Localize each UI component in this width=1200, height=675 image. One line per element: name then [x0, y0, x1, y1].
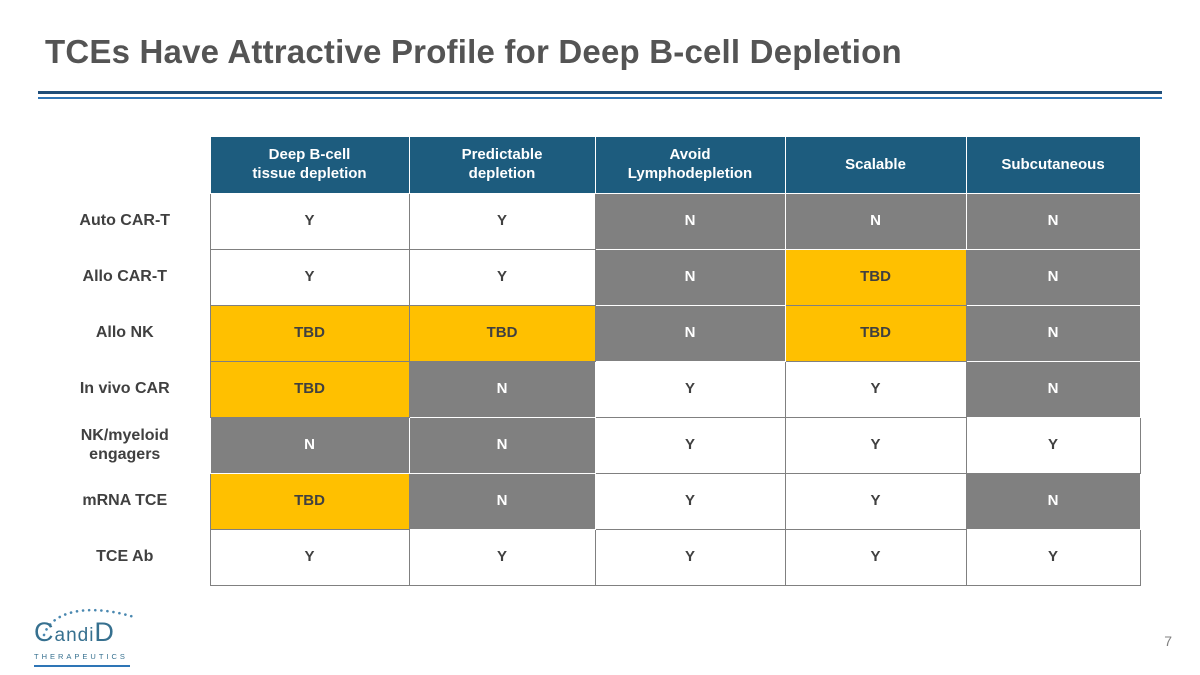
row-label: In vivo CAR	[79, 380, 170, 398]
table-row: Allo NK TBD TBD N TBD N	[40, 305, 1141, 362]
table-cell-y: Y	[594, 473, 786, 530]
table-cell-tbd: TBD	[784, 305, 967, 362]
table-header: Deep B-cell tissue depletion Predictable …	[40, 136, 1141, 194]
table-cell-n: N	[784, 193, 967, 250]
table-cell-n: N	[965, 473, 1141, 530]
logo-brand: CandiD	[34, 618, 154, 650]
table-cell-y: Y	[209, 193, 410, 250]
divider-line-bottom	[38, 97, 1162, 99]
table-cell-n: N	[965, 249, 1141, 306]
table-cell-tbd: TBD	[408, 305, 596, 362]
table-row: TCE Ab Y Y Y Y Y	[40, 529, 1141, 586]
page-number: 7	[1164, 633, 1172, 649]
table-cell-y: Y	[594, 529, 786, 586]
table-cell-y: Y	[784, 361, 967, 418]
table-cell-n: N	[594, 193, 786, 250]
table-cell-n: N	[594, 305, 786, 362]
slide-title: TCEs Have Attractive Profile for Deep B-…	[45, 33, 902, 70]
row-label: Allo CAR-T	[82, 268, 167, 286]
table-cell-y: Y	[784, 473, 967, 530]
logo-letter-c: C	[34, 617, 55, 647]
table-row: Allo CAR-T Y Y N TBD N	[40, 249, 1141, 306]
table-cell-y: Y	[408, 249, 596, 306]
table-cell-n: N	[965, 193, 1141, 250]
table-cell-y: Y	[408, 193, 596, 250]
divider-line-top	[38, 91, 1162, 94]
table-cell-n: N	[209, 417, 410, 474]
table-body: Auto CAR-T Y Y N N N Allo CAR-T Y Y N TBD N Allo NK T…	[40, 193, 1141, 586]
column-header: Scalable	[784, 136, 967, 194]
comparison-table-container: Deep B-cell tissue depletion Predictable …	[40, 136, 1141, 586]
column-header: Subcutaneous	[965, 136, 1141, 194]
table-cell-tbd: TBD	[209, 305, 410, 362]
table-row: NK/myeloid engagers N N Y Y Y	[40, 417, 1141, 474]
table-cell-y: Y	[784, 529, 967, 586]
row-label: Auto CAR-T	[79, 212, 171, 230]
row-label: NK/myeloid engagers	[80, 427, 169, 463]
table-row: mRNA TCE TBD N Y Y N	[40, 473, 1141, 530]
table-cell-tbd: TBD	[209, 473, 410, 530]
column-header: Predictable depletion	[408, 136, 596, 194]
table-cell-y: Y	[594, 361, 786, 418]
table-cell-n: N	[408, 361, 596, 418]
logo-subtext: THERAPEUTICS	[34, 652, 128, 661]
table-cell-tbd: TBD	[209, 361, 410, 418]
table-cell-y: Y	[965, 529, 1141, 586]
logo-letters-mid: andi	[54, 625, 95, 646]
column-header: Avoid Lymphodepletion	[594, 136, 786, 194]
title-divider	[38, 91, 1162, 99]
row-label: Allo NK	[95, 324, 154, 342]
table-cell-y: Y	[209, 249, 410, 306]
table-cell-n: N	[594, 249, 786, 306]
table-row: In vivo CAR TBD N Y Y N	[40, 361, 1141, 418]
table-cell-y: Y	[784, 417, 967, 474]
table-cell-y: Y	[965, 417, 1141, 474]
table-cell-y: Y	[594, 417, 786, 474]
column-header: Deep B-cell tissue depletion	[209, 136, 410, 194]
table-cell-y: Y	[209, 529, 410, 586]
table-cell-n: N	[965, 361, 1141, 418]
table-cell-tbd: TBD	[784, 249, 967, 306]
logo-underline	[34, 665, 130, 667]
logo-letter-d: D	[94, 617, 115, 647]
row-label: TCE Ab	[96, 548, 154, 566]
comparison-table: Deep B-cell tissue depletion Predictable …	[40, 136, 1141, 586]
table-row: Auto CAR-T Y Y N N N	[40, 193, 1141, 250]
table-corner	[40, 137, 210, 194]
table-cell-n: N	[408, 417, 596, 474]
header-row: Deep B-cell tissue depletion Predictable …	[40, 136, 1141, 194]
row-label: mRNA TCE	[82, 492, 168, 510]
logo: CandiD THERAPEUTICS	[34, 608, 154, 667]
table-cell-y: Y	[408, 529, 596, 586]
table-cell-n: N	[408, 473, 596, 530]
table-cell-n: N	[965, 305, 1141, 362]
